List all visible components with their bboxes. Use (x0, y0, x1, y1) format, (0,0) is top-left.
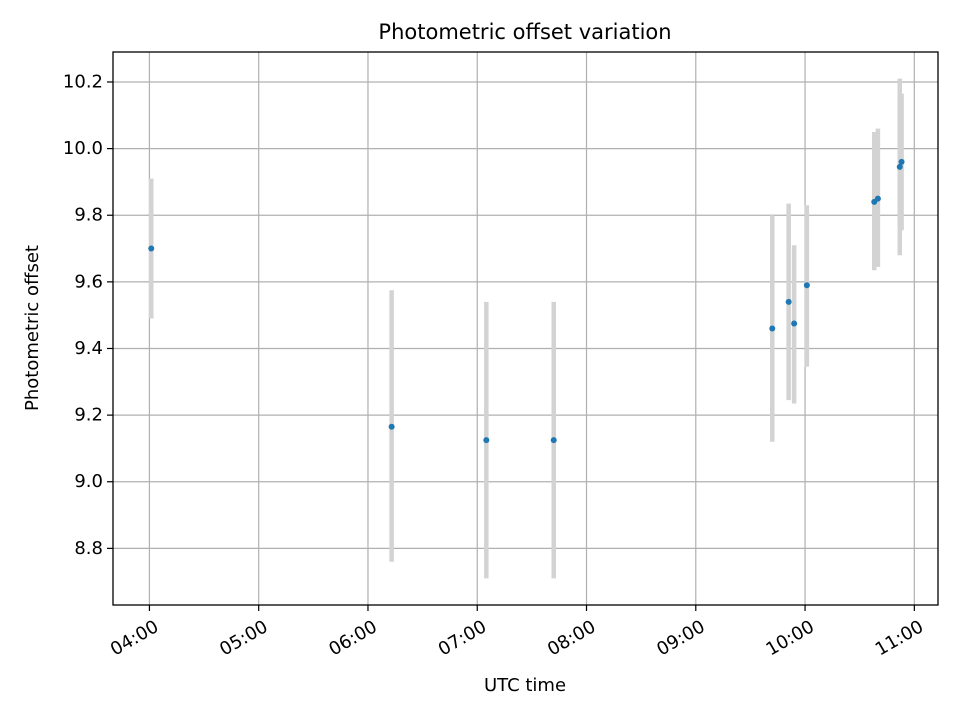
data-point (803, 282, 810, 289)
data-point (896, 163, 903, 170)
y-tick-label: 8.8 (74, 538, 103, 559)
x-tick-label: 08:00 (544, 616, 599, 660)
error-bars (148, 78, 904, 579)
x-tick-label: 04:00 (107, 616, 162, 660)
data-point (483, 437, 490, 444)
data-point (769, 325, 776, 332)
data-point (550, 437, 557, 444)
x-tick-label: 05:00 (216, 616, 271, 660)
x-tick-label: 09:00 (653, 616, 708, 660)
chart-title: Photometric offset variation (378, 20, 671, 44)
y-axis: 8.8 9.0 9.2 9.4 9.6 9.8 10.0 10.2 (63, 71, 113, 559)
data-point (388, 423, 395, 430)
x-tick-label: 11:00 (872, 616, 927, 660)
y-tick-label: 9.0 (74, 471, 103, 492)
x-axis: 04:00 05:00 06:00 07:00 08:00 09:00 10:00 11:00 (107, 605, 927, 660)
y-tick-label: 9.6 (74, 271, 103, 292)
data-point (874, 195, 881, 202)
y-tick-label: 9.4 (74, 338, 103, 359)
y-tick-label: 10.2 (63, 71, 103, 92)
y-axis-label: Photometric offset (22, 245, 43, 411)
grid-lines (113, 52, 938, 605)
data-point (791, 320, 798, 327)
plot-frame (112, 51, 939, 606)
x-tick-label: 10:00 (763, 616, 818, 660)
data-point (785, 298, 792, 305)
data-point (898, 158, 905, 165)
y-tick-label: 10.0 (63, 138, 103, 159)
x-tick-label: 06:00 (325, 616, 380, 660)
data-points (148, 158, 905, 444)
x-tick-label: 07:00 (435, 616, 490, 660)
x-axis-label: UTC time (484, 675, 566, 696)
y-tick-label: 9.8 (74, 205, 103, 226)
y-tick-label: 9.2 (74, 405, 103, 426)
data-point (148, 245, 155, 252)
